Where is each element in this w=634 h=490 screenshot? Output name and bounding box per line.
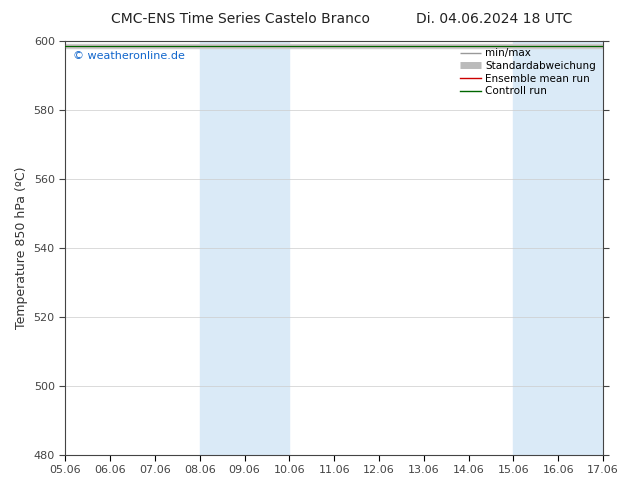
Bar [200, 41, 289, 455]
Text: CMC-ENS Time Series Castelo Branco: CMC-ENS Time Series Castelo Branco [112, 12, 370, 26]
Bar [514, 41, 603, 455]
Text: © weatheronline.de: © weatheronline.de [74, 51, 185, 61]
Text: Di. 04.06.2024 18 UTC: Di. 04.06.2024 18 UTC [417, 12, 573, 26]
Y-axis label: Temperature 850 hPa (ºC): Temperature 850 hPa (ºC) [15, 167, 28, 329]
Legend: min/max, Standardabweichung, Ensemble mean run, Controll run: min/max, Standardabweichung, Ensemble me… [458, 46, 598, 98]
